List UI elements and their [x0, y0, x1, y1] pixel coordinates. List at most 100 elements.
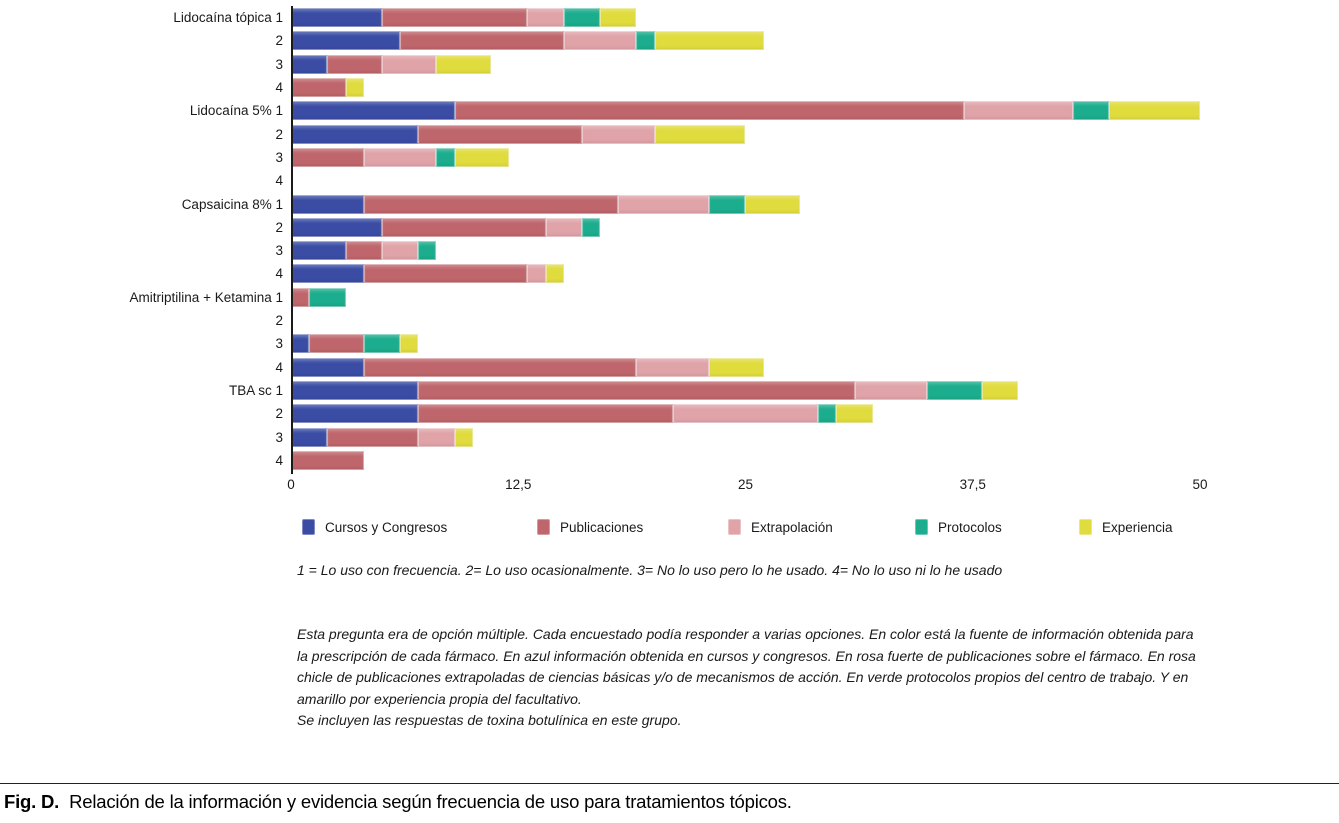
category-label: 2	[275, 126, 283, 142]
bar-segment-publicaciones	[363, 264, 528, 284]
bar-track	[291, 450, 1200, 470]
bar-track	[291, 381, 1200, 400]
bar-segment-publicaciones	[327, 54, 382, 74]
bar-row: 4	[0, 357, 1200, 377]
legend-swatch-icon	[915, 519, 928, 535]
bar-segment-extrapolacion	[527, 8, 564, 27]
x-tick-label: 37,5	[959, 477, 986, 492]
bar-segment-cursos-y-congresos	[291, 264, 364, 284]
bar-row: Lidocaína tópica 1	[0, 8, 1200, 27]
bar-track	[291, 217, 1200, 237]
bar-segment-protocolos	[818, 404, 837, 424]
bar-track	[291, 31, 1200, 51]
bar-segment-experiencia	[345, 77, 364, 97]
bar-segment-protocolos	[309, 287, 346, 307]
bar-row: 2	[0, 124, 1200, 144]
category-label: Capsaicina 8% 1	[181, 196, 283, 212]
figure-caption: Fig. D. Relación de la información y evid…	[4, 791, 1334, 813]
bar-track	[291, 54, 1200, 74]
x-axis: 0 12,5 25 37,5 50	[287, 477, 1207, 495]
bar-segment-cursos-y-congresos	[291, 334, 310, 354]
x-tick-label: 50	[1192, 477, 1208, 492]
bar-track	[291, 124, 1200, 144]
legend-item-experiencia: Experiencia	[1079, 519, 1173, 535]
footnote-block: Esta pregunta era de opción múltiple. Ca…	[297, 624, 1202, 732]
bar-track	[291, 287, 1200, 307]
footnote-inclusion: Se incluyen las respuestas de toxina bot…	[297, 712, 682, 728]
bar-segment-experiencia	[545, 264, 564, 284]
bar-segment-extrapolacion	[527, 264, 546, 284]
bar-row: 4	[0, 450, 1200, 470]
bar-segment-protocolos	[418, 241, 437, 261]
bar-segment-extrapolacion	[854, 381, 928, 400]
bar-segment-extrapolacion	[545, 217, 582, 237]
caption-label: Fig. D.	[4, 791, 60, 812]
bar-segment-experiencia	[836, 404, 873, 424]
bar-segment-protocolos	[709, 194, 746, 214]
bar-segment-publicaciones	[291, 450, 364, 470]
bar-segment-cursos-y-congresos	[291, 404, 419, 424]
category-label: Amitriptilina + Ketamina 1	[129, 289, 283, 305]
bar-row: 2	[0, 217, 1200, 237]
bar-segment-extrapolacion	[618, 194, 710, 214]
x-tick-label: 25	[737, 477, 754, 492]
bar-segment-publicaciones	[454, 101, 964, 121]
category-label: 3	[275, 429, 283, 445]
bar-track	[291, 8, 1200, 27]
bar-track	[291, 404, 1200, 424]
bar-segment-publicaciones	[291, 147, 364, 167]
bar-segment-cursos-y-congresos	[291, 427, 328, 447]
bar-segment-extrapolacion	[581, 124, 655, 144]
bar-segment-protocolos	[363, 334, 401, 354]
legend-label: Experiencia	[1102, 519, 1173, 535]
bar-segment-experiencia	[654, 124, 746, 144]
bar-segment-publicaciones	[327, 427, 419, 447]
bar-track	[291, 241, 1200, 261]
bar-segment-publicaciones	[381, 8, 528, 27]
legend-swatch-icon	[1079, 519, 1092, 535]
category-label: 4	[275, 452, 283, 468]
bar-row: 4	[0, 264, 1200, 284]
bar-row: 3	[0, 334, 1200, 354]
legend-label: Protocolos	[938, 519, 1002, 535]
bar-segment-cursos-y-congresos	[291, 31, 401, 51]
bar-row: 2	[0, 311, 1200, 330]
x-tick-label: 0	[287, 477, 295, 492]
legend-label: Extrapolación	[751, 519, 833, 535]
legend-item-cursos-y-congresos: Cursos y Congresos	[302, 519, 537, 535]
bar-row: 2	[0, 31, 1200, 51]
bar-segment-extrapolacion	[363, 147, 437, 167]
y-axis-line	[291, 6, 293, 474]
bar-segment-publicaciones	[291, 77, 346, 97]
bar-segment-experiencia	[981, 381, 1019, 400]
footnote-frequency-scale: 1 = Lo uso con frecuencia. 2= Lo uso oca…	[297, 562, 1003, 578]
bar-segment-cursos-y-congresos	[291, 241, 346, 261]
bar-track	[291, 264, 1200, 284]
bar-segment-extrapolacion	[672, 404, 819, 424]
bar-track	[291, 101, 1200, 121]
bar-segment-publicaciones	[363, 194, 619, 214]
bar-track	[291, 357, 1200, 377]
bar-segment-publicaciones	[363, 357, 637, 377]
category-label: 3	[275, 56, 283, 72]
bar-row: Amitriptilina + Ketamina 1	[0, 287, 1200, 307]
bar-segment-publicaciones	[400, 31, 564, 51]
caption-text: Relación de la información y evidencia s…	[69, 791, 792, 812]
caption-divider	[0, 783, 1339, 784]
bar-row: 3	[0, 241, 1200, 261]
bar-segment-publicaciones	[309, 334, 364, 354]
bar-segment-extrapolacion	[563, 31, 637, 51]
category-label: 4	[275, 266, 283, 282]
bar-segment-protocolos	[581, 217, 601, 237]
category-label: 4	[275, 359, 283, 375]
bar-track	[291, 334, 1200, 354]
bar-track	[291, 427, 1200, 447]
bar-segment-experiencia	[436, 54, 491, 74]
chart-plot-area: Lidocaína tópica 1 2 3 4 Lidocaína 5% 1 2 3 4 Ca…	[0, 8, 1200, 470]
bar-segment-cursos-y-congresos	[291, 194, 364, 214]
bar-row: 4	[0, 171, 1200, 190]
bar-segment-protocolos	[1072, 101, 1110, 121]
bar-segment-cursos-y-congresos	[291, 54, 328, 74]
bar-segment-experiencia	[454, 427, 473, 447]
